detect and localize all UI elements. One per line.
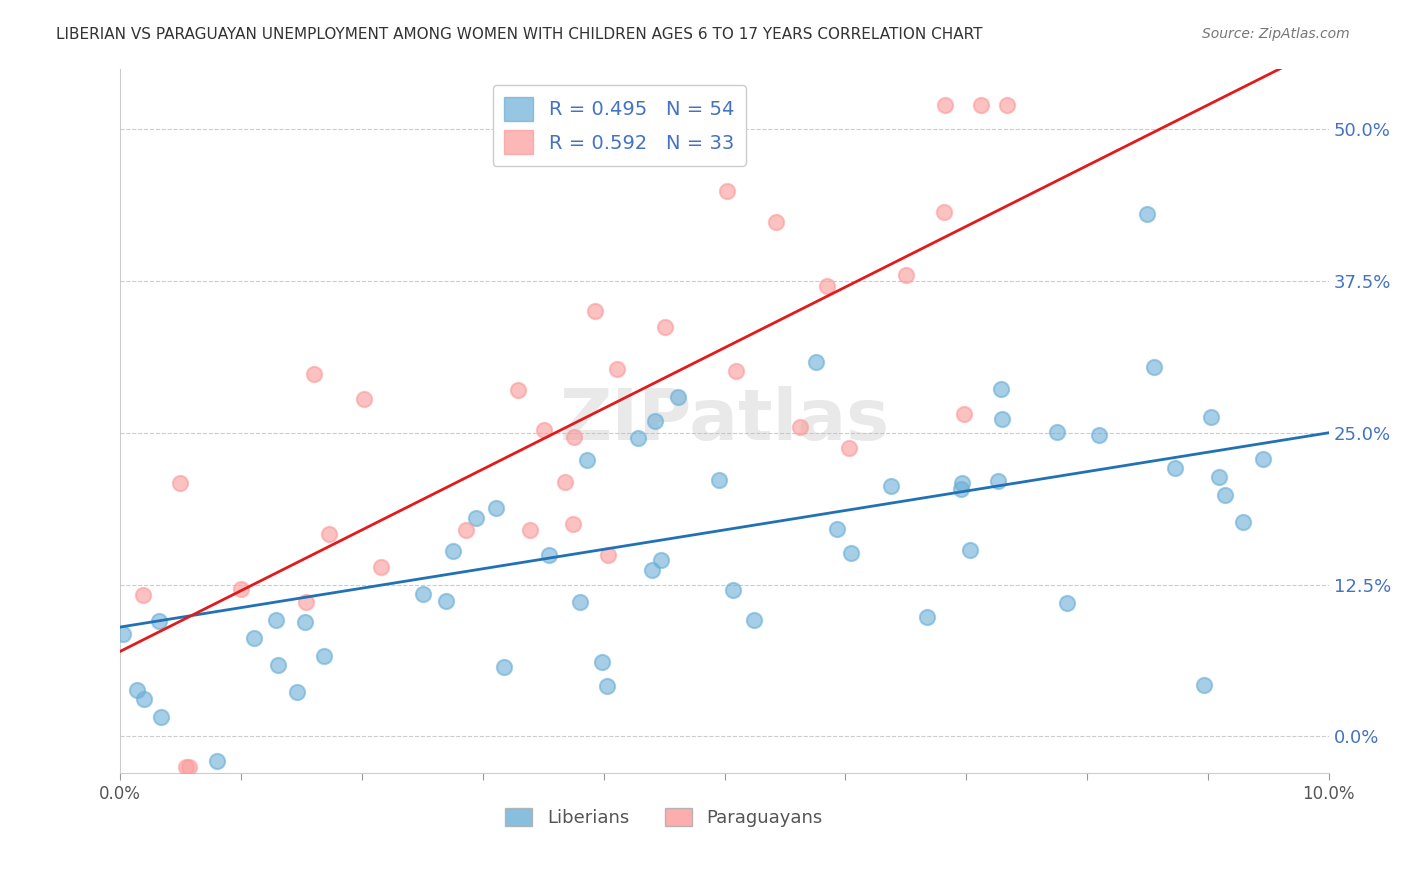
Liberians — [1136, 207, 1159, 221]
Liberians — [707, 473, 730, 487]
Liberians — [804, 355, 827, 369]
Paraguayans — [562, 517, 585, 532]
Liberians — [314, 649, 336, 664]
Paraguayans — [169, 476, 191, 491]
Paraguayans — [934, 205, 956, 219]
Liberians — [650, 552, 672, 566]
Liberians — [827, 522, 849, 536]
Liberians — [569, 595, 592, 609]
Liberians — [125, 682, 148, 697]
Liberians — [1194, 677, 1216, 691]
Liberians — [1251, 452, 1274, 467]
Paraguayans — [564, 430, 586, 444]
Liberians — [243, 631, 266, 645]
Liberians — [1232, 515, 1254, 529]
Paraguayans — [179, 759, 201, 773]
Paraguayans — [454, 523, 477, 537]
Liberians — [465, 511, 488, 525]
Liberians — [666, 390, 689, 404]
Liberians — [1215, 488, 1237, 502]
Paraguayans — [229, 582, 252, 596]
Liberians — [959, 542, 981, 557]
Liberians — [412, 587, 434, 601]
Liberians — [538, 548, 561, 562]
Liberians — [990, 383, 1012, 397]
Paraguayans — [370, 560, 392, 574]
Liberians — [915, 610, 938, 624]
Paraguayans — [353, 392, 375, 406]
Liberians — [1056, 596, 1078, 610]
Paraguayans — [519, 523, 541, 537]
Liberians — [591, 655, 613, 669]
Liberians — [641, 563, 664, 577]
Paraguayans — [506, 383, 529, 397]
Liberians — [441, 543, 464, 558]
Liberians — [742, 613, 765, 627]
Liberians — [1201, 409, 1223, 424]
Liberians — [148, 614, 170, 628]
Paraguayans — [598, 548, 620, 562]
Paraguayans — [132, 589, 155, 603]
Liberians — [294, 615, 316, 629]
Paraguayans — [789, 420, 811, 434]
Text: Source: ZipAtlas.com: Source: ZipAtlas.com — [1202, 27, 1350, 41]
Liberians — [1088, 428, 1111, 442]
Liberians — [264, 613, 287, 627]
Paraguayans — [970, 98, 993, 112]
Text: LIBERIAN VS PARAGUAYAN UNEMPLOYMENT AMONG WOMEN WITH CHILDREN AGES 6 TO 17 YEARS: LIBERIAN VS PARAGUAYAN UNEMPLOYMENT AMON… — [56, 27, 983, 42]
Liberians — [111, 627, 134, 641]
Liberians — [1164, 461, 1187, 475]
Paraguayans — [295, 595, 318, 609]
Paraguayans — [765, 215, 787, 229]
Liberians — [576, 452, 599, 467]
Paraguayans — [894, 268, 917, 282]
Liberians — [644, 414, 666, 428]
Liberians — [1143, 359, 1166, 374]
Liberians — [721, 582, 744, 597]
Liberians — [494, 660, 516, 674]
Text: ZIPatlas: ZIPatlas — [560, 386, 890, 455]
Liberians — [880, 479, 903, 493]
Liberians — [1208, 470, 1230, 484]
Paraguayans — [995, 98, 1018, 112]
Paraguayans — [174, 759, 197, 773]
Paraguayans — [583, 304, 606, 318]
Paraguayans — [838, 441, 860, 455]
Paraguayans — [716, 184, 738, 198]
Liberians — [134, 692, 156, 706]
Liberians — [285, 685, 308, 699]
Paraguayans — [934, 98, 956, 112]
Liberians — [1046, 425, 1069, 440]
Liberians — [205, 754, 228, 768]
Liberians — [596, 679, 619, 693]
Liberians — [627, 431, 650, 445]
Paraguayans — [554, 475, 576, 489]
Paraguayans — [533, 423, 555, 437]
Paraguayans — [318, 526, 340, 541]
Liberians — [950, 482, 973, 496]
Liberians — [950, 475, 973, 490]
Liberians — [485, 501, 508, 516]
Paraguayans — [815, 279, 838, 293]
Paraguayans — [953, 407, 976, 421]
Paraguayans — [724, 364, 747, 378]
Legend: Liberians, Paraguayans: Liberians, Paraguayans — [498, 800, 830, 834]
Paraguayans — [302, 367, 325, 381]
Liberians — [987, 474, 1010, 488]
Liberians — [267, 658, 290, 673]
Liberians — [839, 546, 862, 560]
Liberians — [149, 710, 172, 724]
Paraguayans — [654, 319, 676, 334]
Paraguayans — [606, 362, 628, 376]
Liberians — [991, 412, 1014, 426]
Liberians — [434, 594, 457, 608]
